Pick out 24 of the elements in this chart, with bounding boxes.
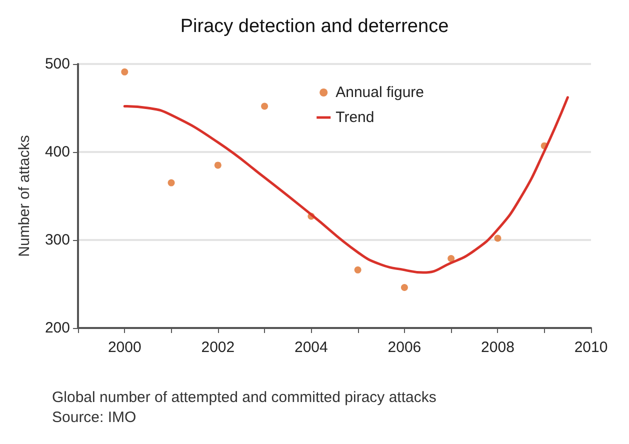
legend-label: Annual figure (336, 84, 424, 101)
point (354, 266, 362, 274)
point (494, 234, 502, 242)
x-tick-label: 2000 (108, 339, 142, 356)
point (168, 179, 175, 186)
y-tick-label: 400 (44, 144, 70, 160)
point (121, 68, 128, 76)
point (214, 162, 222, 169)
x-tick-label: 2002 (201, 339, 235, 356)
x-tick-label: 2010 (574, 339, 608, 356)
y-tick-label: 300 (44, 232, 70, 248)
y-axis-title: Number of attacks (16, 135, 33, 257)
y-tick-label: 200 (44, 320, 70, 336)
legend-label: Trend (336, 109, 374, 126)
source-note: Source: IMO (52, 409, 136, 426)
point (448, 254, 455, 262)
y-tick-label: 500 (44, 56, 70, 72)
x-tick-label: 2004 (294, 339, 328, 356)
point (261, 102, 268, 110)
point (400, 284, 408, 292)
chart-title: Piracy detection and deterrence (180, 16, 449, 37)
x-tick-label: 2006 (388, 339, 422, 356)
text: Global number of attempted and committed piracy attacks (52, 389, 436, 406)
x-tick-label: 2008 (481, 339, 514, 356)
